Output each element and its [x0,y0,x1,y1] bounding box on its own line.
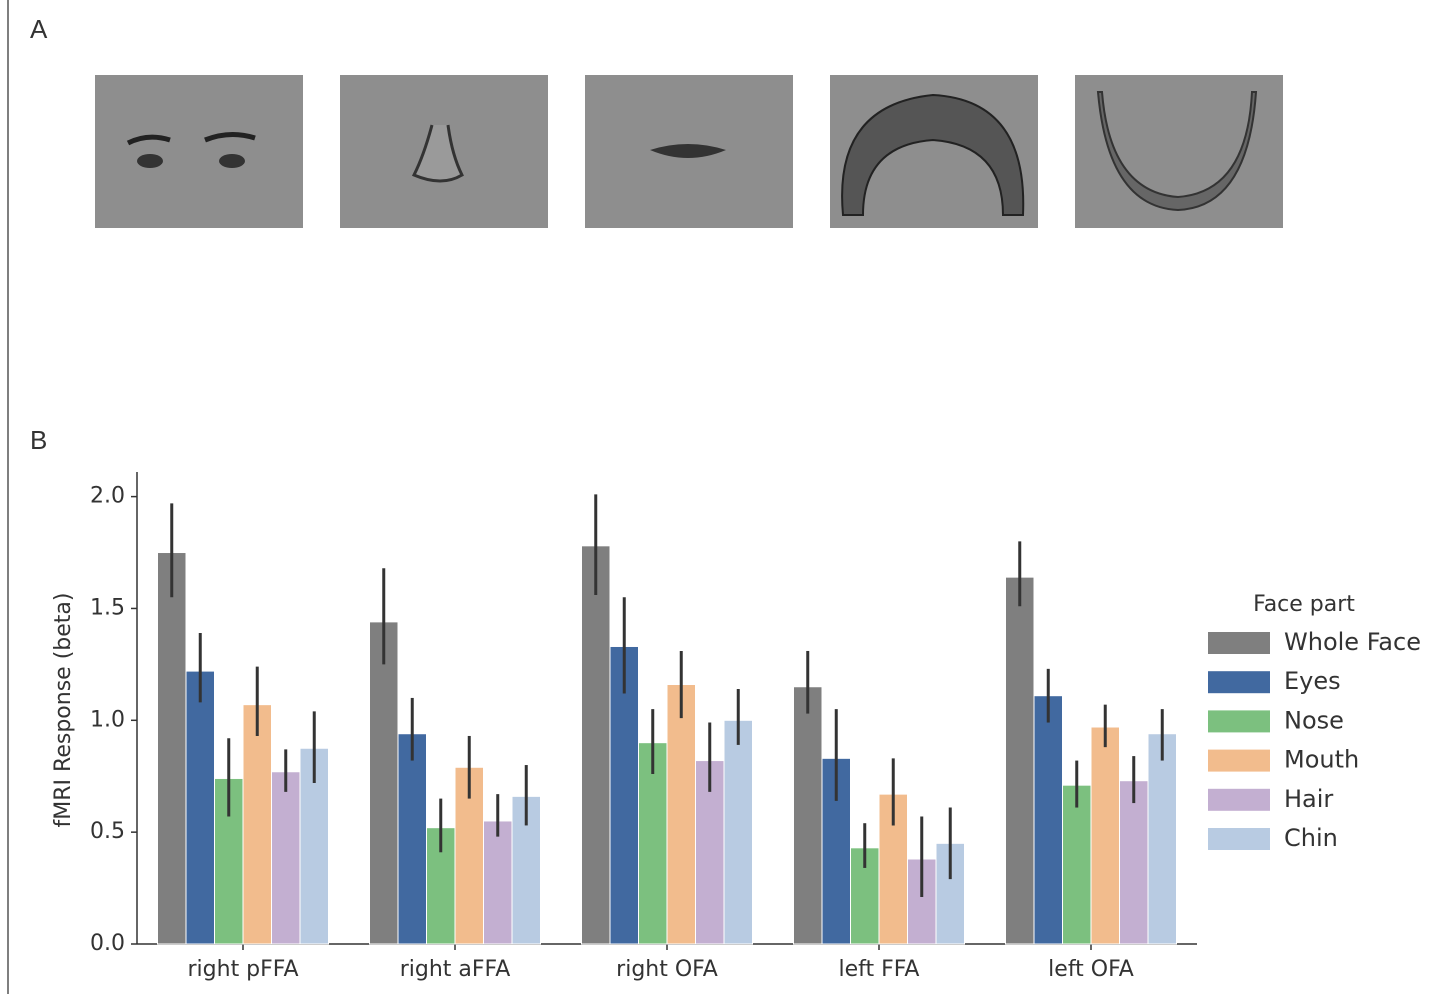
bar [1120,781,1149,944]
x-tick-label: right OFA [616,957,718,982]
bar [724,720,753,944]
bar [398,734,427,944]
panel-label: B [30,425,47,455]
bar [1006,577,1035,944]
image-eyes [95,75,303,228]
y-axis-label: fMRI Response (beta) [51,593,76,828]
stimulus-images [95,75,1283,228]
x-tick-label: right aFFA [400,957,511,982]
bar [1091,727,1120,944]
legend-label: Hair [1284,785,1333,813]
bar [1034,696,1063,944]
figure: A B fMRI Response (beta) Face part 0.0 0.… [0,0,1432,994]
bar [667,685,696,944]
bar [272,772,301,944]
legend-label: Eyes [1284,667,1341,695]
bar [582,546,611,944]
y-tick-label: 1.5 [90,595,125,620]
legend-swatch [1208,671,1270,693]
legend-swatch [1208,710,1270,732]
y-tick-label: 0.5 [90,819,125,844]
y-tick-label: 2.0 [90,484,125,509]
bar [370,622,399,944]
y-tick-label: 1.0 [90,707,125,732]
legend-swatch [1208,632,1270,654]
legend-label: Chin [1284,824,1338,852]
bar [243,705,272,944]
legend-label: Mouth [1284,746,1359,774]
y-tick-label: 0.0 [90,931,125,956]
bar [794,687,823,944]
x-tick-label: right pFFA [188,957,299,982]
panel-label: A [30,14,48,44]
legend-swatch [1208,750,1270,772]
bar [484,821,513,944]
legend-title: Face part [1253,592,1355,617]
x-tick-label: left FFA [839,957,920,982]
bar [1148,734,1177,944]
legend-label: Whole Face [1284,628,1421,656]
bar [1063,785,1092,944]
legend-swatch [1208,789,1270,811]
legend-label: Nose [1284,706,1344,734]
x-tick-label: left OFA [1048,957,1134,982]
legend-swatch [1208,828,1270,850]
bar [158,553,187,944]
bar [186,671,215,944]
